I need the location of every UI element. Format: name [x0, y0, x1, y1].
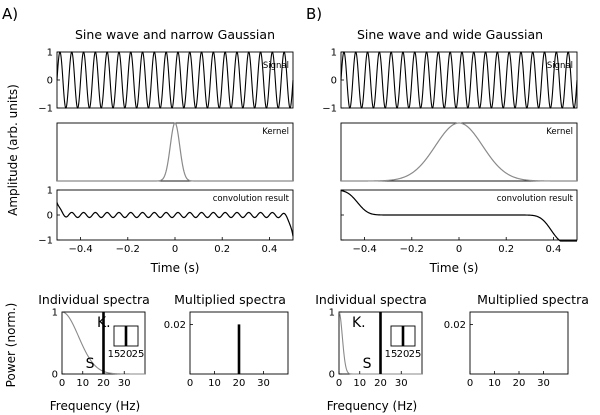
power-axis-title: Power (norm.) — [4, 303, 18, 388]
b-individual-xtick-label: 30 — [395, 378, 408, 389]
multiplied-spectra-title-a: Multiplied spectra — [174, 292, 286, 307]
a-individual-xtick-label: 20 — [97, 378, 110, 389]
a-convolution-legend: convolution result — [213, 194, 290, 204]
column-title-b: Sine wave and wide Gaussian — [357, 27, 543, 42]
b-kernel-line — [340, 122, 578, 182]
a-individual-inset-xtick-label: 25 — [132, 349, 145, 360]
individual-spectra-title-b: Individual spectra — [315, 292, 427, 307]
a-individual-kernel-label: K. — [97, 315, 111, 331]
b-convolution-legend: convolution result — [497, 194, 574, 204]
b-individual-ytick-label: 1 — [329, 308, 335, 319]
b-individual-inset-xtick-label: 25 — [409, 349, 422, 360]
b-convolution-xtick-label: 0 — [456, 244, 462, 255]
b-signal-ytick-label: 0 — [331, 76, 337, 87]
a-kernel-frame — [56, 122, 294, 182]
b-multiplied-xtick-label: 30 — [537, 378, 550, 389]
a-multiplied-xtick-label: 0 — [187, 378, 193, 389]
a-convolution-xtick-label: −0.4 — [68, 244, 92, 255]
b-kernel-legend: Kernel — [546, 127, 573, 137]
a-individual-xtick-label: 30 — [118, 378, 131, 389]
b-individual-inset-xtick-label: 20 — [397, 349, 410, 360]
a-kernel-legend: Kernel — [262, 127, 289, 137]
frequency-axis-title-a: Frequency (Hz) — [50, 399, 141, 413]
b-individual-xtick-label: 0 — [336, 378, 342, 389]
a-signal-line — [56, 51, 294, 109]
a-convolution-xtick-label: 0 — [172, 244, 178, 255]
a-individual-inset-xtick-label: 15 — [108, 349, 121, 360]
a-individual-inset-xtick-label: 20 — [120, 349, 133, 360]
a-signal-ytick-label: 0 — [47, 76, 53, 87]
a-convolution-ytick-label: −1 — [38, 236, 53, 247]
a-convolution-line — [56, 202, 294, 237]
a-individual-signal-label: S — [86, 356, 95, 372]
b-signal-legend: Signal — [547, 61, 573, 71]
a-multiplied-xtick-label: 20 — [233, 378, 246, 389]
b-multiplied-ytick-label: 0.02 — [444, 320, 466, 331]
a-convolution-xtick-label: 0.2 — [214, 244, 230, 255]
b-signal-ytick-label: −1 — [322, 104, 337, 115]
time-axis-title-b: Time (s) — [429, 261, 479, 275]
a-convolution-xtick-label: −0.2 — [116, 244, 140, 255]
amplitude-axis-title: Amplitude (arb. units) — [6, 84, 20, 216]
b-individual-signal-label: S — [363, 356, 372, 372]
a-individual-xtick-label: 10 — [76, 378, 89, 389]
a-individual-ytick-label: 1 — [52, 308, 58, 319]
column-title-a: Sine wave and narrow Gaussian — [75, 27, 275, 42]
panel-label-b: B) — [306, 5, 322, 23]
time-axis-title-a: Time (s) — [150, 261, 200, 275]
frequency-axis-title-b: Frequency (Hz) — [327, 399, 418, 413]
a-convolution-xtick-label: 0.4 — [261, 244, 277, 255]
b-individual-xtick-label: 20 — [374, 378, 387, 389]
b-multiplied-xtick-label: 0 — [467, 378, 473, 389]
a-multiplied-ytick-label: 0.02 — [164, 320, 186, 331]
b-multiplied-xtick-label: 10 — [488, 378, 501, 389]
a-individual-ytick-label: 0 — [52, 370, 58, 381]
a-convolution-ytick-label: 0 — [47, 211, 53, 222]
a-multiplied-xtick-label: 30 — [257, 378, 270, 389]
b-convolution-line — [340, 189, 578, 242]
b-convolution-xtick-label: −0.4 — [352, 244, 376, 255]
b-individual-ytick-label: 0 — [329, 370, 335, 381]
b-individual-inset-xtick-label: 15 — [385, 349, 398, 360]
a-kernel-line — [56, 122, 294, 182]
b-individual-kernel-label: K. — [352, 315, 366, 331]
a-signal-ytick-label: −1 — [38, 104, 53, 115]
b-signal-ytick-label: 1 — [331, 48, 337, 59]
b-individual-xtick-label: 10 — [353, 378, 366, 389]
a-individual-xtick-label: 0 — [59, 378, 65, 389]
b-convolution-xtick-label: −0.2 — [400, 244, 424, 255]
a-multiplied-xtick-label: 10 — [208, 378, 221, 389]
individual-spectra-title-a: Individual spectra — [38, 292, 150, 307]
a-signal-ytick-label: 1 — [47, 48, 53, 59]
a-convolution-ytick-label: 1 — [47, 186, 53, 197]
b-convolution-xtick-label: 0.4 — [545, 244, 561, 255]
b-kernel-frame — [340, 122, 578, 182]
b-multiplied-frame — [469, 311, 569, 375]
b-signal-line — [340, 51, 578, 109]
panel-label-a: A) — [2, 5, 18, 23]
b-multiplied-xtick-label: 20 — [513, 378, 526, 389]
multiplied-spectra-title-b: Multiplied spectra — [477, 292, 589, 307]
a-signal-legend: Signal — [263, 61, 289, 71]
b-convolution-xtick-label: 0.2 — [498, 244, 514, 255]
